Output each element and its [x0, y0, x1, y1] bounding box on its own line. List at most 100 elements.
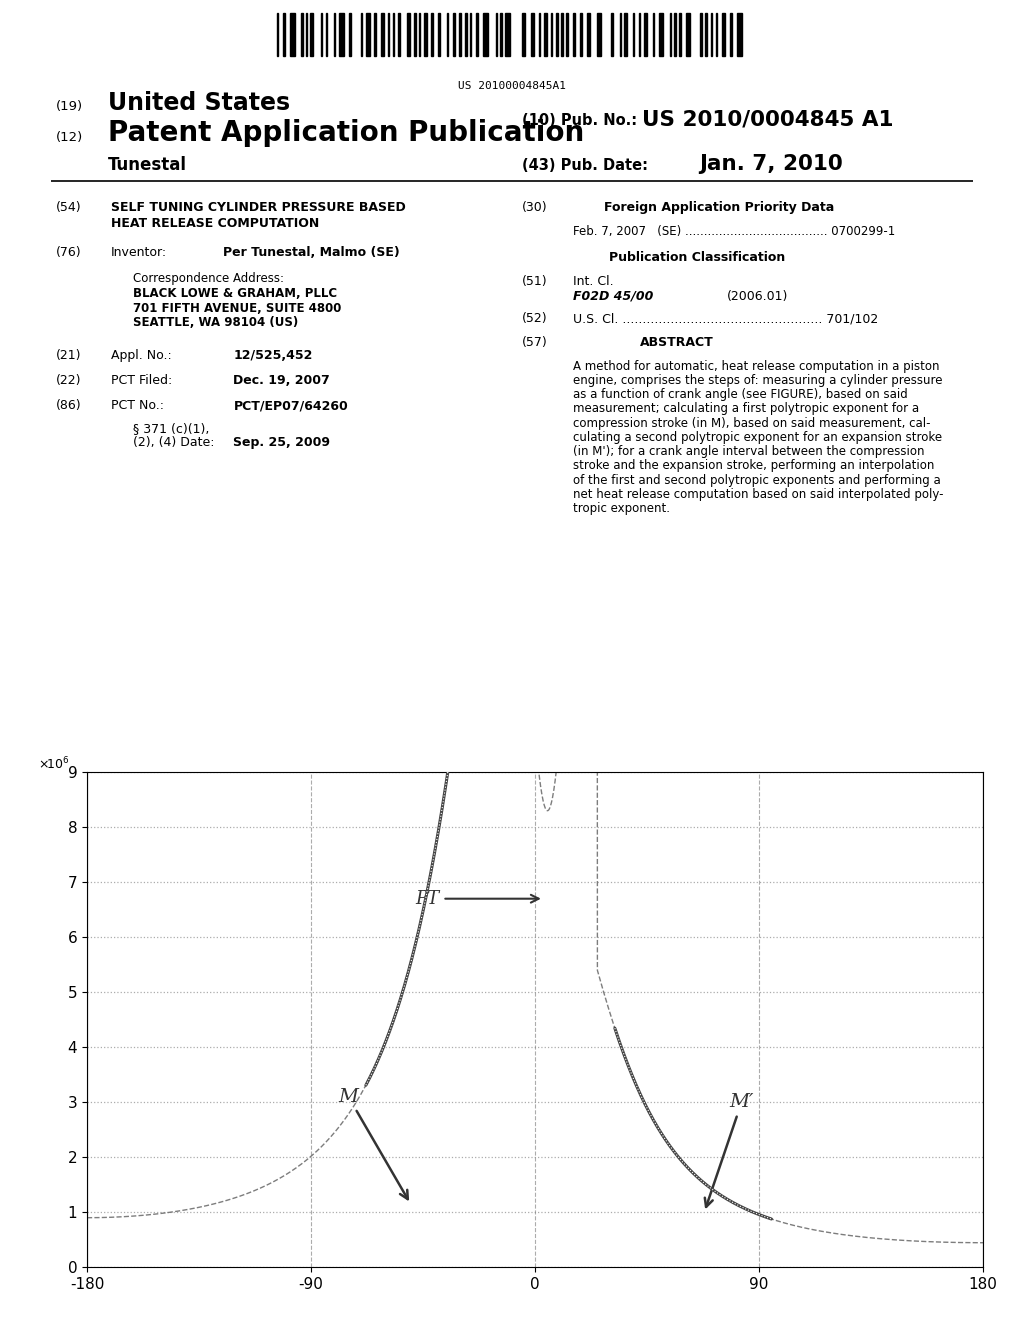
Text: (in M'); for a crank angle interval between the compression: (in M'); for a crank angle interval betw… [573, 445, 925, 458]
Bar [496, 13, 497, 55]
Text: (86): (86) [56, 399, 82, 412]
Text: F02D 45/00: F02D 45/00 [573, 289, 653, 302]
Bar [465, 13, 467, 55]
Bar [276, 13, 279, 55]
Bar [283, 13, 285, 55]
Bar [722, 13, 725, 55]
Bar [716, 13, 717, 55]
Bar [544, 13, 547, 55]
Text: (2006.01): (2006.01) [727, 289, 788, 302]
Bar [730, 13, 731, 55]
Text: ABSTRACT: ABSTRACT [640, 335, 714, 348]
Bar [611, 13, 612, 55]
Text: stroke and the expansion stroke, performing an interpolation: stroke and the expansion stroke, perform… [573, 459, 935, 473]
Text: United States: United States [108, 91, 290, 115]
Bar [551, 13, 552, 55]
Text: US 2010/0004845 A1: US 2010/0004845 A1 [642, 110, 894, 129]
Bar [446, 13, 449, 55]
Text: compression stroke (in M), based on said measurement, cal-: compression stroke (in M), based on said… [573, 417, 931, 429]
Bar [505, 13, 510, 55]
Bar [625, 13, 627, 55]
Text: US 20100004845A1: US 20100004845A1 [458, 81, 566, 91]
Text: as a function of crank angle (see FIGURE), based on said: as a function of crank angle (see FIGURE… [573, 388, 908, 401]
Text: PCT Filed:: PCT Filed: [111, 374, 172, 387]
Bar [381, 13, 384, 55]
Text: Foreign Application Priority Data: Foreign Application Priority Data [604, 201, 835, 214]
Bar [686, 13, 690, 55]
Text: Patent Application Publication: Patent Application Publication [108, 119, 584, 148]
Text: Sep. 25, 2009: Sep. 25, 2009 [233, 436, 331, 449]
Text: (21): (21) [56, 348, 82, 362]
Bar [530, 13, 535, 55]
Bar [470, 13, 471, 55]
Bar [633, 13, 634, 55]
Bar [388, 13, 389, 55]
Bar [573, 13, 575, 55]
Bar [587, 13, 591, 55]
Bar [561, 13, 562, 55]
Text: (10) Pub. No.:: (10) Pub. No.: [522, 114, 645, 128]
Text: culating a second polytropic exponent for an expansion stroke: culating a second polytropic exponent fo… [573, 430, 942, 444]
Text: SEATTLE, WA 98104 (US): SEATTLE, WA 98104 (US) [133, 315, 298, 329]
Bar [321, 13, 323, 55]
Text: Int. Cl.: Int. Cl. [573, 275, 614, 288]
Text: Feb. 7, 2007   (SE) ...................................... 0700299-1: Feb. 7, 2007 (SE) ......................… [573, 224, 896, 238]
Bar [639, 13, 640, 55]
Text: PT: PT [416, 890, 539, 908]
Bar [521, 13, 525, 55]
Bar [290, 13, 295, 55]
Bar [652, 13, 654, 55]
Text: (2), (4) Date:: (2), (4) Date: [133, 436, 215, 449]
Text: (54): (54) [56, 201, 82, 214]
Text: (19): (19) [56, 99, 83, 112]
Bar [366, 13, 370, 55]
Text: U.S. Cl. .................................................. 701/102: U.S. Cl. ...............................… [573, 312, 879, 325]
Text: (30): (30) [522, 201, 548, 214]
Text: Tunestal: Tunestal [108, 156, 186, 174]
Text: 12/525,452: 12/525,452 [233, 348, 313, 362]
Bar [705, 13, 708, 55]
Bar [398, 13, 399, 55]
Text: Correspondence Address:: Correspondence Address: [133, 272, 284, 285]
Bar [501, 13, 502, 55]
Bar [424, 13, 427, 55]
Bar [374, 13, 376, 55]
Text: (43) Pub. Date:: (43) Pub. Date: [522, 158, 648, 173]
Bar [700, 13, 701, 55]
Text: (52): (52) [522, 312, 548, 325]
Text: engine, comprises the steps of: measuring a cylinder pressure: engine, comprises the steps of: measurin… [573, 374, 943, 387]
Bar [566, 13, 567, 55]
Text: (51): (51) [522, 275, 548, 288]
Bar [659, 13, 664, 55]
Text: HEAT RELEASE COMPUTATION: HEAT RELEASE COMPUTATION [111, 216, 318, 230]
Bar [459, 13, 461, 55]
Bar [644, 13, 647, 55]
Bar [334, 13, 335, 55]
Bar [419, 13, 421, 55]
Bar [580, 13, 582, 55]
Text: Publication Classification: Publication Classification [609, 251, 785, 264]
Bar [539, 13, 541, 55]
Bar [306, 13, 307, 55]
Bar [679, 13, 681, 55]
Text: measurement; calculating a first polytropic exponent for a: measurement; calculating a first polytro… [573, 403, 920, 416]
Bar [310, 13, 313, 55]
Text: PCT No.:: PCT No.: [111, 399, 164, 412]
Text: PCT/EP07/64260: PCT/EP07/64260 [233, 399, 348, 412]
Bar [597, 13, 601, 55]
Text: (22): (22) [56, 374, 82, 387]
Text: Appl. No.:: Appl. No.: [111, 348, 171, 362]
Text: (76): (76) [56, 246, 82, 259]
Bar [361, 13, 362, 55]
Bar [301, 13, 302, 55]
Bar [339, 13, 343, 55]
Text: SELF TUNING CYLINDER PRESSURE BASED: SELF TUNING CYLINDER PRESSURE BASED [111, 201, 406, 214]
Text: Per Tunestal, Malmo (SE): Per Tunestal, Malmo (SE) [223, 246, 400, 259]
Text: BLACK LOWE & GRAHAM, PLLC: BLACK LOWE & GRAHAM, PLLC [133, 286, 337, 300]
Text: Dec. 19, 2007: Dec. 19, 2007 [233, 374, 330, 387]
Bar [556, 13, 557, 55]
Bar [431, 13, 433, 55]
Text: net heat release computation based on said interpolated poly-: net heat release computation based on sa… [573, 488, 944, 500]
Bar [414, 13, 416, 55]
Bar [737, 13, 741, 55]
